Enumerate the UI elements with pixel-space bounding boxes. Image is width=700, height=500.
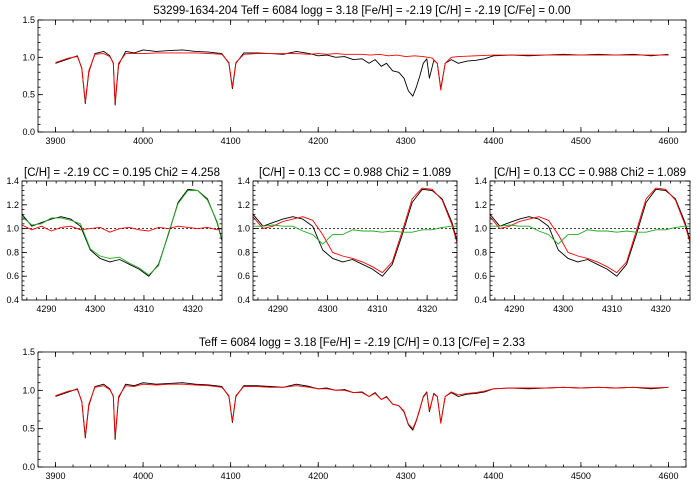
panel-mid-right-series-difference-line [490, 224, 690, 245]
panel-bottom-series-observed-line [55, 382, 669, 440]
panel-mid-left-title: [C/H] = -2.19 CC = 0.195 Chi2 = 4.258 [24, 167, 220, 179]
panel-mid-right-y-tick-label: 1.0 [474, 224, 487, 234]
panel-top-x-tick-label: 4600 [658, 136, 678, 146]
panel-mid-center-x-tick-label: 4290 [268, 304, 288, 314]
panel-mid-right-y-tick-label: 1.4 [474, 176, 487, 186]
panel-top-x-tick-label: 4500 [571, 136, 591, 146]
panel-mid-right-x-tick-label: 4300 [553, 304, 573, 314]
panel-bottom-x-tick-label: 4600 [658, 471, 678, 481]
panel-top-title: 53299-1634-204 Teff = 6084 logg = 3.18 [… [153, 5, 570, 17]
panel-mid-center-y-tick-label: 0.4 [237, 295, 250, 305]
panel-mid-center-y-tick-label: 1.2 [237, 200, 250, 210]
panel-mid-center-y-tick-label: 1.4 [237, 176, 250, 186]
panel-bottom-x-tick-label: 4200 [308, 471, 328, 481]
panel-top-x-tick-label: 4100 [221, 136, 241, 146]
panel-bottom-x-tick-label: 3900 [45, 471, 65, 481]
panel-bottom-x-tick-label: 4400 [483, 471, 503, 481]
panel-top-x-tick-label: 4200 [308, 136, 328, 146]
panel-top-x-tick-label: 4300 [396, 136, 416, 146]
panel-top-y-tick-label: 1.0 [22, 52, 35, 62]
panel-mid-right-series-observed-line [489, 188, 691, 277]
panel-bottom-y-tick-label: 1.5 [22, 347, 35, 357]
panel-mid-right-frame [489, 180, 691, 301]
panel-mid-center: [C/H] = 0.13 CC = 0.988 Chi2 = 1.089 429… [237, 167, 458, 314]
panel-bottom-y-tick-label: 0.0 [22, 462, 35, 472]
panel-mid-left-y-tick-label: 0.6 [6, 271, 19, 281]
panel-top-series-model-line [55, 52, 669, 103]
panel-mid-center-title: [C/H] = 0.13 CC = 0.988 Chi2 = 1.089 [259, 167, 451, 179]
panel-mid-right: [C/H] = 0.13 CC = 0.988 Chi2 = 1.089 429… [474, 167, 691, 314]
panel-mid-left-x-tick-label: 4320 [183, 304, 203, 314]
panel-mid-left-y-tick-label: 0.8 [6, 247, 19, 257]
panel-mid-right-y-tick-label: 0.6 [474, 271, 487, 281]
panel-top-x-tick-label: 4400 [483, 136, 503, 146]
panel-top-x-tick-label: 3900 [45, 136, 65, 146]
panel-top-y-tick-label: 0.0 [22, 127, 35, 137]
panel-mid-left-y-tick-label: 1.0 [6, 224, 19, 234]
panel-bottom-x-tick-label: 4100 [221, 471, 241, 481]
panel-mid-center-series-model-line [252, 187, 458, 274]
panel-mid-left-y-tick-label: 0.4 [6, 295, 19, 305]
panel-mid-center-x-tick-label: 4310 [367, 304, 387, 314]
panel-bottom-title: Teff = 6084 logg = 3.18 [Fe/H] = -2.19 [… [199, 337, 525, 349]
panel-mid-right-x-tick-label: 4290 [504, 304, 524, 314]
panel-mid-left: [C/H] = -2.19 CC = 0.195 Chi2 = 4.258 42… [6, 167, 223, 314]
panel-mid-right-y-tick-label: 0.4 [474, 295, 487, 305]
panel-mid-center-frame [252, 180, 458, 301]
panel-mid-left-y-tick-label: 1.4 [6, 176, 19, 186]
panel-bottom-x-tick-label: 4500 [571, 471, 591, 481]
panel-mid-left-series-model-line [21, 224, 223, 233]
panel-bottom: Teff = 6084 logg = 3.18 [Fe/H] = -2.19 [… [22, 337, 687, 481]
panel-top-series-observed-line [55, 49, 669, 106]
panel-mid-left-x-tick-label: 4310 [134, 304, 154, 314]
panel-mid-center-y-tick-label: 1.0 [237, 224, 250, 234]
panel-mid-left-y-tick-label: 1.2 [6, 200, 19, 210]
panel-bottom-y-tick-label: 1.0 [22, 385, 35, 395]
panel-bottom-series-model-line [55, 383, 669, 437]
panel-mid-left-x-tick-label: 4290 [36, 304, 56, 314]
panel-top-y-tick-label: 0.5 [22, 90, 35, 100]
panel-mid-center-y-tick-label: 0.8 [237, 247, 250, 257]
panel-top: 53299-1634-204 Teff = 6084 logg = 3.18 [… [22, 5, 687, 146]
panel-mid-right-y-tick-label: 1.2 [474, 200, 487, 210]
panel-top-x-tick-label: 4000 [133, 136, 153, 146]
panel-mid-right-series-model-line [489, 187, 691, 274]
panel-mid-right-y-tick-label: 0.8 [474, 247, 487, 257]
panel-mid-right-title: [C/H] = 0.13 CC = 0.988 Chi2 = 1.089 [494, 167, 686, 179]
panel-bottom-x-tick-label: 4000 [133, 471, 153, 481]
panel-mid-center-x-tick-label: 4320 [417, 304, 437, 314]
panel-bottom-frame [37, 351, 687, 468]
panel-top-frame [37, 19, 687, 133]
panel-bottom-y-tick-label: 0.5 [22, 424, 35, 434]
panel-mid-left-x-tick-label: 4300 [85, 304, 105, 314]
panel-mid-center-x-tick-label: 4300 [318, 304, 338, 314]
panel-mid-right-x-tick-label: 4310 [602, 304, 622, 314]
panel-mid-left-frame [21, 180, 223, 301]
panel-mid-right-x-tick-label: 4320 [651, 304, 671, 314]
panel-mid-center-series-difference-line [253, 224, 457, 245]
panel-mid-center-y-tick-label: 0.6 [237, 271, 250, 281]
panel-mid-center-series-observed-line [252, 188, 458, 277]
panel-bottom-x-tick-label: 4300 [396, 471, 416, 481]
panel-top-y-tick-label: 1.5 [22, 15, 35, 25]
panel-mid-left-series-observed-line [21, 188, 223, 277]
panel-mid-left-series-difference-line [21, 190, 223, 276]
